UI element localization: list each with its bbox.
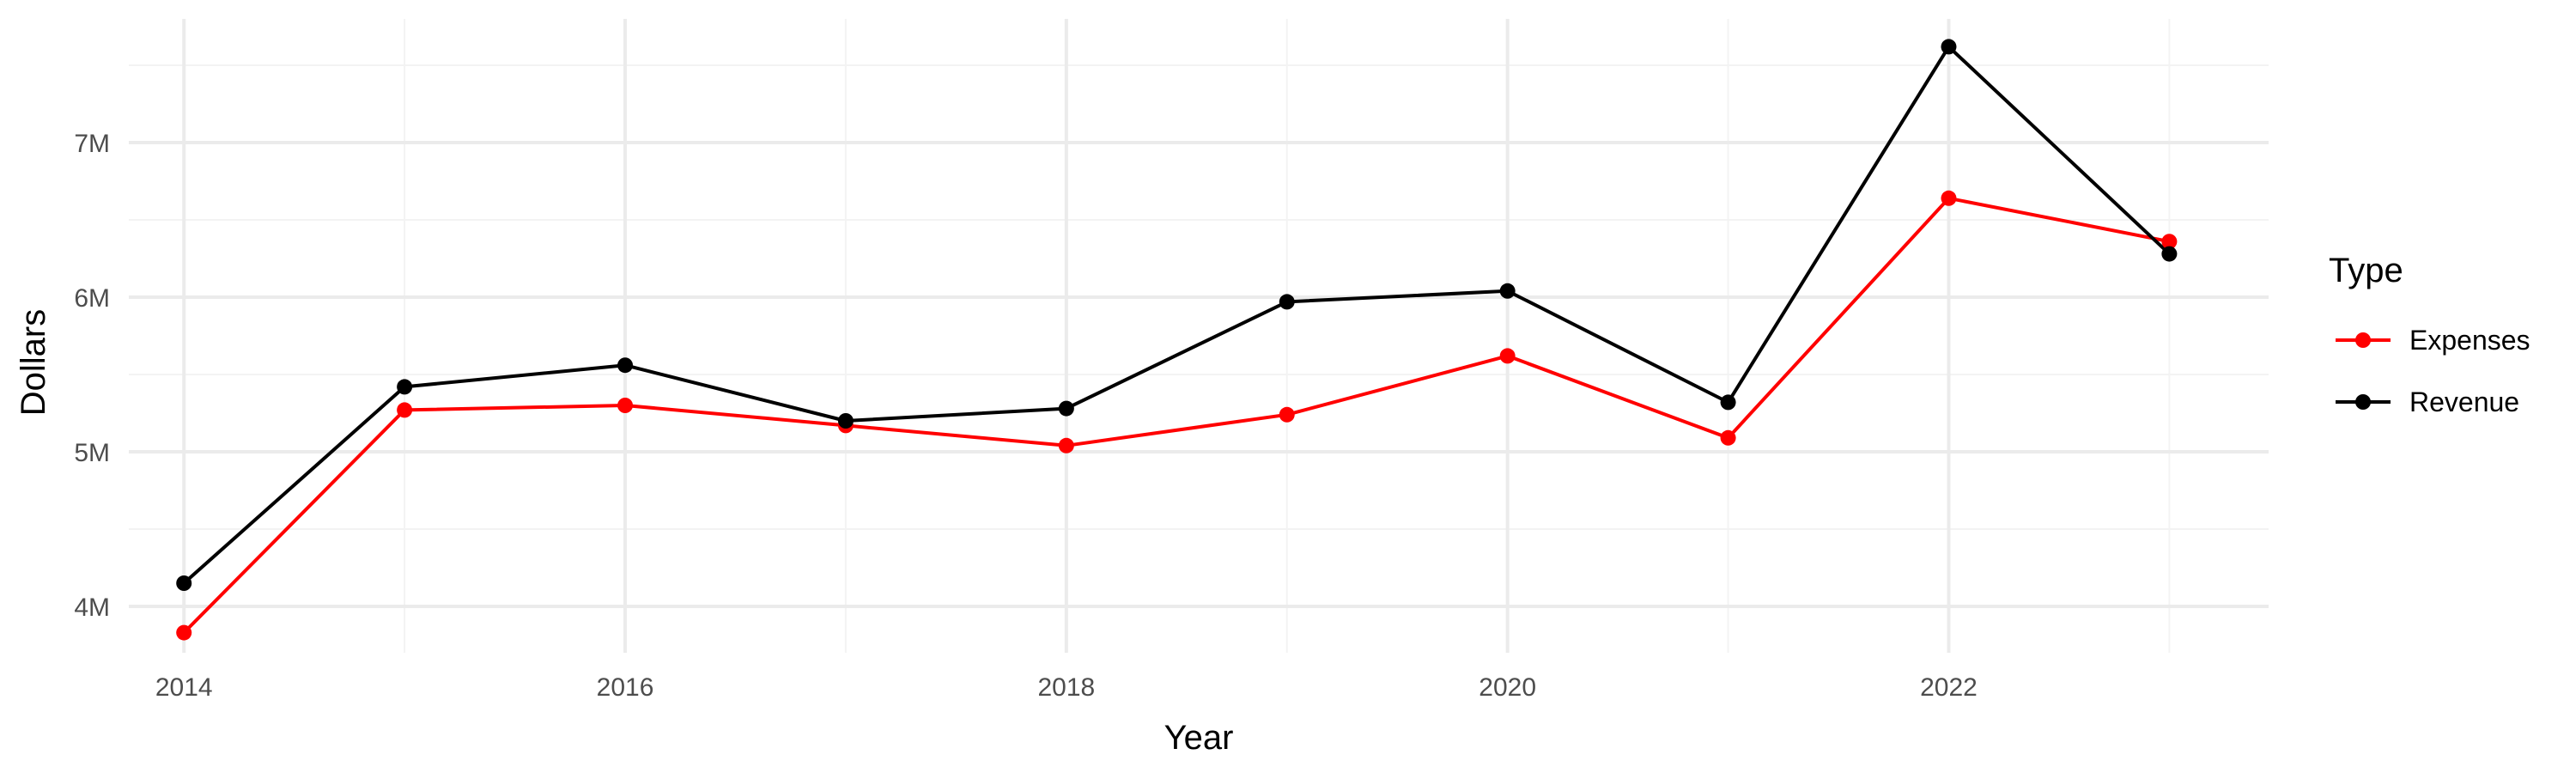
revenue-point [2161, 246, 2178, 262]
expenses-line [182, 196, 2170, 635]
revenue-point [1720, 394, 1736, 411]
revenue-point [176, 575, 192, 591]
expenses-point [1058, 437, 1074, 453]
x-tick-label: 2016 [597, 673, 654, 702]
x-axis-title: Year [1164, 719, 1234, 757]
revenue-point [837, 413, 854, 429]
legend-label: Expenses [2409, 325, 2530, 356]
y-axis-title: Dollars [15, 309, 52, 416]
x-axis-ticks: 2014 2016 2018 2020 2022 [155, 673, 1978, 702]
expenses-point [1279, 406, 1295, 423]
y-tick-label: 6M [74, 284, 110, 313]
series-lines [182, 45, 2171, 635]
revenue-point [1499, 283, 1516, 299]
expenses-point [1499, 348, 1516, 364]
y-tick-label: 7M [74, 130, 110, 158]
expenses-point [397, 402, 413, 418]
y-tick-label: 4M [74, 593, 110, 622]
expenses-point [176, 624, 192, 641]
revenue-point [1941, 39, 1957, 55]
x-tick-label: 2014 [155, 673, 213, 702]
x-tick-label: 2018 [1037, 673, 1095, 702]
revenue-point [397, 379, 413, 395]
legend-key-point [2355, 394, 2371, 410]
legend-item-revenue: Revenue [2336, 386, 2519, 417]
legend-items: Expenses Revenue [2336, 325, 2530, 417]
revenue-point [1279, 294, 1295, 310]
expenses-point [1941, 190, 1957, 206]
x-tick-label: 2020 [1479, 673, 1536, 702]
expenses-point [617, 398, 634, 413]
legend-label: Revenue [2409, 386, 2519, 417]
grid [129, 19, 2269, 653]
legend-title: Type [2329, 252, 2403, 289]
revenue-point [1058, 400, 1074, 417]
legend-item-expenses: Expenses [2336, 325, 2530, 356]
y-axis-ticks: 4M 5M 6M 7M [74, 130, 110, 622]
y-tick-label: 5M [74, 439, 110, 467]
expenses-point [2161, 234, 2178, 250]
revenue-line [182, 45, 2171, 585]
data-points [176, 39, 2178, 641]
legend-key-point [2355, 332, 2371, 348]
expenses-point [1720, 429, 1736, 446]
revenue-point [617, 357, 634, 374]
legend: Type Expenses Revenue [2329, 252, 2530, 417]
x-tick-label: 2022 [1920, 673, 1978, 702]
